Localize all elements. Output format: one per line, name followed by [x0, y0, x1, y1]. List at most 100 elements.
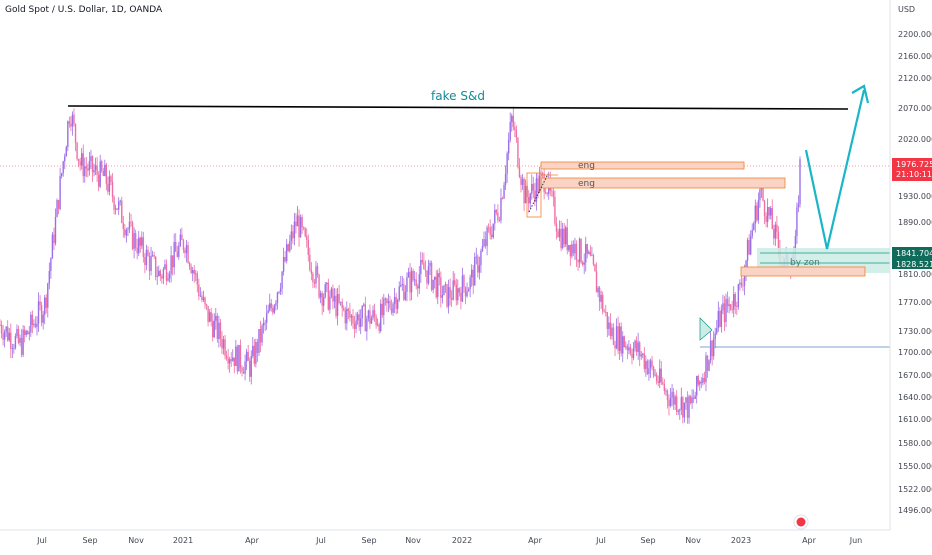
candle-body [316, 266, 319, 275]
candle-body [652, 366, 655, 376]
candle-body [739, 282, 741, 285]
candle-body [198, 284, 200, 297]
candle-body [37, 301, 40, 324]
candle-body [73, 114, 75, 124]
time-tick-label: Jun [849, 536, 863, 545]
candle-body [643, 353, 646, 369]
candle-body [595, 271, 598, 293]
candle-body [518, 166, 521, 177]
candle-body [343, 308, 345, 310]
candle-body [309, 254, 311, 271]
candle-body [307, 239, 309, 255]
candle-body [557, 231, 559, 238]
candle-body [597, 287, 599, 293]
candle-body [289, 241, 291, 251]
candle-body [165, 264, 168, 281]
candle-body [551, 190, 553, 192]
candle-body [125, 229, 128, 236]
candle-body [495, 209, 498, 213]
candle-body [144, 257, 146, 266]
candle-body [583, 262, 585, 265]
candle-body [284, 257, 286, 262]
candle-body [475, 256, 478, 258]
candle-body [635, 340, 638, 353]
candle-body [777, 231, 780, 249]
candle-body [54, 216, 57, 244]
candle-body [797, 204, 800, 208]
candle-body [407, 271, 410, 278]
candle-body [346, 308, 348, 324]
candle-body [603, 311, 605, 313]
candle-body [247, 351, 249, 361]
candle-body [745, 260, 747, 273]
time-tick-label: 2023 [731, 536, 751, 545]
candle-body [117, 201, 120, 210]
candle-body [563, 228, 565, 245]
candle-body [515, 130, 518, 138]
candle-body [648, 368, 650, 374]
candle-body [719, 311, 721, 327]
candle-body [0, 324, 3, 334]
candle-body [577, 259, 579, 263]
candle-body [699, 381, 701, 385]
candle-body [528, 197, 530, 204]
candle-body [740, 282, 743, 286]
candle-body [230, 359, 232, 361]
candle-body [33, 323, 35, 326]
candle-body [722, 303, 724, 311]
candle-body [286, 244, 288, 262]
candle-body [245, 351, 248, 362]
candle-body [478, 265, 481, 273]
candle-body [273, 305, 276, 313]
candle-body [663, 384, 666, 391]
candle-body [762, 187, 764, 201]
candle-body [642, 353, 644, 355]
candle-body [235, 346, 237, 366]
candle-body [666, 390, 669, 400]
candle-body [142, 237, 145, 258]
candle-body [207, 306, 209, 322]
candle-body [151, 255, 154, 257]
candle-body [222, 339, 225, 349]
candle-body [261, 325, 263, 343]
candle-body [287, 244, 289, 251]
candle-body [498, 220, 501, 221]
candle-body [191, 270, 194, 274]
candle-body [376, 324, 379, 326]
candle-body [108, 176, 111, 192]
candle-body [255, 341, 257, 364]
candle-body [238, 344, 240, 372]
candle-body [57, 200, 60, 209]
candle-body [47, 283, 49, 308]
candle-body [561, 228, 564, 249]
candle-body [592, 255, 595, 265]
candle-body [509, 122, 511, 140]
candle-body [774, 224, 777, 239]
candle-body [389, 300, 391, 308]
candle-body [127, 229, 129, 231]
lower-zone-tag-text: 1828.521 [896, 260, 932, 269]
candle-body [134, 233, 137, 248]
time-tick-label: 2021 [173, 536, 193, 545]
candle-body [349, 310, 351, 318]
candle-body [363, 304, 365, 306]
candle-body [392, 303, 394, 313]
candle-body [711, 340, 713, 357]
candle-body [185, 245, 188, 254]
candle-body [264, 322, 266, 324]
candle-body [162, 269, 165, 279]
candle-body [626, 346, 629, 351]
candle-body [734, 293, 736, 307]
candle-body [605, 311, 607, 313]
candle-body [458, 288, 461, 293]
price-tick-label: 1670.000 [898, 371, 932, 380]
candle-body [136, 247, 138, 254]
pattern-box [526, 172, 542, 218]
candle-body [558, 228, 561, 238]
candle-body [22, 329, 24, 355]
candle-body [588, 251, 590, 254]
candle-body [725, 298, 727, 323]
